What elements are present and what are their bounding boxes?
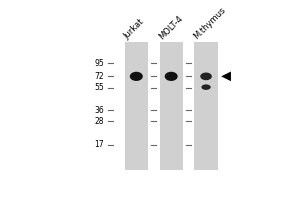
- Text: 17: 17: [94, 140, 104, 149]
- Ellipse shape: [130, 72, 143, 81]
- Polygon shape: [221, 72, 231, 81]
- Text: 95: 95: [94, 59, 104, 68]
- Text: 72: 72: [94, 72, 104, 81]
- Ellipse shape: [165, 72, 178, 81]
- Bar: [160, 42, 183, 170]
- Bar: [125, 42, 148, 170]
- Text: MOLT-4: MOLT-4: [157, 13, 184, 41]
- Ellipse shape: [200, 73, 212, 80]
- Text: 28: 28: [94, 117, 104, 126]
- Text: Jurkat: Jurkat: [122, 17, 146, 41]
- Ellipse shape: [201, 84, 211, 90]
- Text: 55: 55: [94, 83, 104, 92]
- Text: 36: 36: [94, 106, 104, 115]
- Text: M.thymus: M.thymus: [192, 5, 227, 41]
- Bar: [194, 42, 218, 170]
